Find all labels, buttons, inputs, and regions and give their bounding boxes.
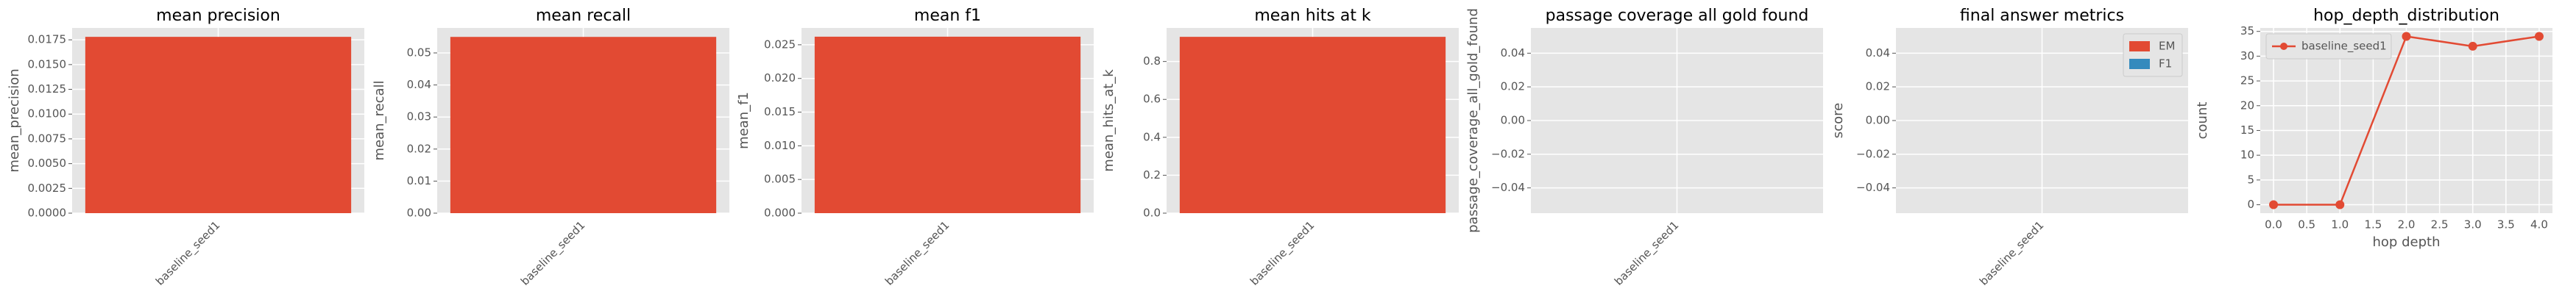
x-tick-label: 2.0 <box>2398 218 2416 232</box>
marker <box>2402 32 2411 41</box>
x-tick-label: baseline_seed1 <box>1612 218 1682 288</box>
y-tick-label: 0.0025 <box>28 182 67 195</box>
legend-box <box>2265 33 2392 60</box>
x-tick-label: baseline_seed1 <box>518 218 588 288</box>
x-tick-label: 2.5 <box>2431 218 2449 232</box>
y-tick-label: 0.0 <box>1143 207 1161 220</box>
y-tick-label: 0.02 <box>1501 80 1525 93</box>
y-tick-label: 10 <box>2240 148 2254 162</box>
y-tick-label: 0.0150 <box>28 57 67 71</box>
y-axis-label: passage_coverage_all_gold_found <box>1465 8 1481 233</box>
y-tick-label: −0.04 <box>1856 181 1890 194</box>
y-tick-label: 35 <box>2240 24 2254 37</box>
legend-swatch <box>2129 59 2150 69</box>
marker <box>2335 200 2345 209</box>
y-tick-label: 0.00 <box>1501 114 1525 127</box>
bar <box>85 37 352 213</box>
y-tick-label: 0.010 <box>764 139 796 152</box>
y-tick-label: 25 <box>2240 74 2254 87</box>
marker <box>2468 41 2477 51</box>
y-tick-label: 0.0050 <box>28 157 67 170</box>
y-tick-label: 0.0000 <box>28 207 67 220</box>
y-axis-label: mean_hits_at_k <box>1101 69 1117 172</box>
legend-marker <box>2280 43 2287 50</box>
x-tick-label: 0.5 <box>2298 218 2315 232</box>
y-tick-label: 0.02 <box>407 142 431 155</box>
chart-title: mean f1 <box>914 7 981 25</box>
y-tick-label: 0.00 <box>407 207 431 220</box>
x-tick-label: baseline_seed1 <box>1248 218 1317 288</box>
y-tick-label: 0.000 <box>764 207 796 220</box>
y-tick-label: 0.015 <box>764 105 796 118</box>
y-tick-label: 0.01 <box>407 174 431 187</box>
legend-label: EM <box>2159 40 2175 53</box>
y-tick-label: 0.005 <box>764 173 796 186</box>
x-tick-label: 1.5 <box>2364 218 2382 232</box>
y-tick-label: 0.0100 <box>28 107 67 121</box>
x-tick-label: 1.0 <box>2331 218 2349 232</box>
x-tick-label: 3.5 <box>2497 218 2515 232</box>
y-tick-label: 0.020 <box>764 71 796 85</box>
marker <box>2534 32 2544 41</box>
y-axis-label: mean_f1 <box>736 92 751 149</box>
x-tick-label: 0.0 <box>2265 218 2282 232</box>
y-tick-label: 0.02 <box>1866 80 1890 93</box>
y-tick-label: 0.0075 <box>28 132 67 145</box>
y-tick-label: 0.4 <box>1143 130 1161 143</box>
y-tick-label: 0.03 <box>407 110 431 123</box>
bar <box>450 37 717 213</box>
y-axis-label: count <box>2195 102 2210 140</box>
chart-title: mean recall <box>536 7 631 25</box>
y-tick-label: 30 <box>2240 49 2254 62</box>
legend-label: baseline_seed1 <box>2301 40 2387 54</box>
x-tick-label: baseline_seed1 <box>153 218 223 288</box>
y-tick-label: 0.05 <box>407 46 431 60</box>
x-tick-label: baseline_seed1 <box>882 218 952 288</box>
chart-title: mean precision <box>156 7 280 25</box>
y-tick-label: −0.04 <box>1491 181 1525 194</box>
x-tick-label: baseline_seed1 <box>1977 218 2047 288</box>
y-tick-label: 0.04 <box>1501 46 1525 60</box>
marker <box>2269 200 2279 209</box>
bar <box>1179 37 1446 213</box>
chart-title: mean hits at k <box>1254 7 1371 25</box>
y-tick-label: 0.00 <box>1866 114 1890 127</box>
y-tick-label: −0.02 <box>1856 147 1890 160</box>
y-tick-label: 0.0125 <box>28 82 67 96</box>
y-tick-label: 0.025 <box>764 37 796 51</box>
y-tick-label: 0 <box>2247 198 2254 211</box>
x-tick-label: 3.0 <box>2464 218 2482 232</box>
y-tick-label: 0.04 <box>407 78 431 91</box>
bar <box>814 36 1081 214</box>
chart-title: hop_depth_distribution <box>2313 7 2499 25</box>
y-tick-label: 0.04 <box>1866 46 1890 60</box>
x-tick-label: 4.0 <box>2530 218 2548 232</box>
y-tick-label: 0.2 <box>1143 168 1161 182</box>
legend-swatch <box>2129 41 2150 51</box>
y-tick-label: 0.0175 <box>28 33 67 46</box>
y-tick-label: −0.02 <box>1491 147 1525 160</box>
y-axis-label: mean_recall <box>372 80 387 160</box>
y-tick-label: 15 <box>2240 123 2254 137</box>
chart-title: passage coverage all gold found <box>1546 7 1809 25</box>
legend-label: F1 <box>2159 57 2172 71</box>
chart-title: final answer metrics <box>1960 7 2124 25</box>
y-tick-label: 0.6 <box>1143 93 1161 106</box>
y-axis-label: mean_precision <box>7 68 22 172</box>
y-axis-label: score <box>1830 103 1846 138</box>
y-tick-label: 20 <box>2240 98 2254 112</box>
y-tick-label: 5 <box>2247 173 2254 186</box>
x-axis-label: hop depth <box>2373 234 2441 250</box>
y-tick-label: 0.8 <box>1143 54 1161 68</box>
